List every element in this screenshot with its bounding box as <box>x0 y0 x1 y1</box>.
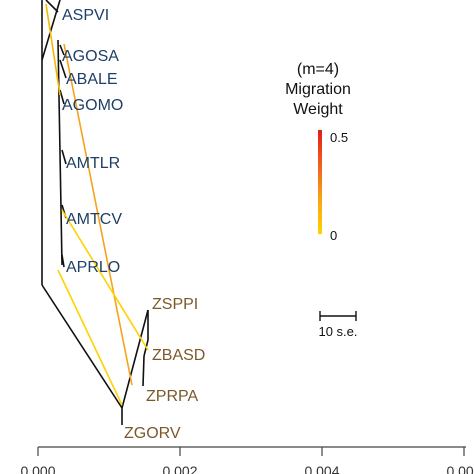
pop-label-amtlr: AMTLR <box>66 155 120 172</box>
x-axis-tick-label-3: 0.006 <box>446 463 474 474</box>
scale-bar-label: 10 s.e. <box>318 324 357 339</box>
x-axis-tick-label-0: 0.000 <box>20 463 55 474</box>
legend-title-weight: Weight <box>293 101 343 118</box>
x-axis-tick-label-1: 0.002 <box>162 463 197 474</box>
pop-label-zgorv: ZGORV <box>124 425 181 442</box>
tree-branch-a-inner <box>57 39 63 266</box>
tree-branch-agosa <box>59 44 65 56</box>
scale-bar: 10 s.e. <box>318 311 358 339</box>
tree-branch-root-to-zgorv <box>41 284 123 409</box>
migration-weight-legend: (m=4) Migration Weight 0.5 0 <box>285 61 351 243</box>
pop-label-zbasd: ZBASD <box>152 347 205 364</box>
migration-edge-zbasd-amtcv <box>61 209 149 351</box>
tree-branch-a-stem <box>41 0 61 61</box>
tree-branch-agomo <box>59 89 65 105</box>
pop-label-zprpa: ZPRPA <box>146 388 198 405</box>
pop-label-zsppi: ZSPPI <box>152 296 198 313</box>
tree-branch-abale <box>59 59 67 79</box>
legend-title-migration: Migration <box>285 81 351 98</box>
tree-branch-aspvi <box>45 0 59 13</box>
x-axis: 0.000 0.002 0.004 0.006 <box>20 446 474 474</box>
migration-edge-agomo-aspvi <box>45 3 61 96</box>
pop-label-aspvi: ASPVI <box>62 7 109 24</box>
pop-label-agomo: AGOMO <box>62 97 123 114</box>
pop-label-amtcv: AMTCV <box>66 211 122 228</box>
population-labels-z: ZSPPI ZBASD ZPRPA ZGORV <box>124 296 205 442</box>
migration-edges <box>45 3 149 406</box>
pop-label-abale: ABALE <box>66 71 118 88</box>
legend-model-label: (m=4) <box>297 61 339 78</box>
population-labels-a: ASPVI AGOSA ABALE AGOMO AMTLR AMTCV APRL… <box>62 7 123 276</box>
migration-edge-agosa-zprpa <box>63 43 133 386</box>
tree-branch-zprpa <box>142 355 145 387</box>
tree-branch-z-stem <box>121 309 149 409</box>
tree-branch-amtlr <box>61 149 67 165</box>
x-axis-tick-label-2: 0.004 <box>304 463 339 474</box>
tree-branch-aprlo <box>61 254 65 268</box>
legend-max-label: 0.5 <box>330 130 348 145</box>
pop-label-aprlo: APRLO <box>66 259 120 276</box>
pop-label-agosa: AGOSA <box>62 48 119 65</box>
legend-color-bar <box>318 130 322 234</box>
migration-edge-zgorv-aprlo <box>57 269 123 406</box>
legend-min-label: 0 <box>330 228 337 243</box>
